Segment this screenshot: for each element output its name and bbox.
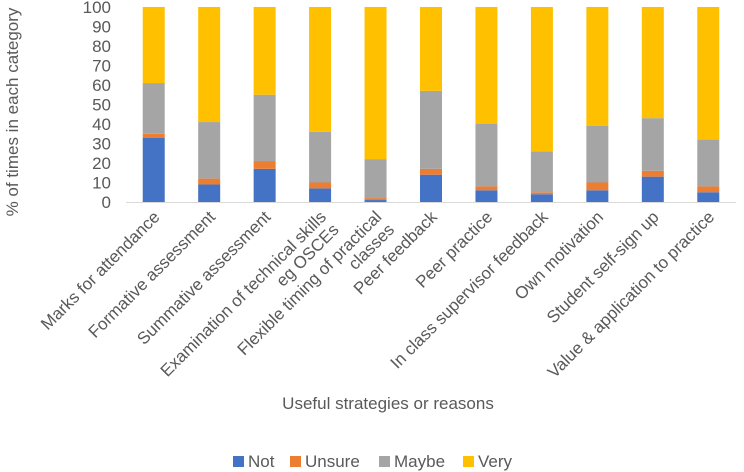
bar-segment-very: [530, 7, 553, 152]
bar-segment-not: [364, 200, 387, 202]
x-axis-title: Useful strategies or reasons: [282, 394, 494, 413]
bar-segment-not: [697, 192, 720, 202]
y-tick-label: 100: [83, 0, 111, 17]
bar-segment-not: [420, 174, 442, 202]
bar-segment-maybe: [697, 139, 720, 187]
bar-segment-not: [142, 137, 165, 202]
bar-segment-unsure: [475, 186, 498, 191]
legend-label-unsure: Unsure: [305, 452, 360, 471]
legend-swatch-not: [233, 456, 244, 467]
bar-segment-unsure: [586, 182, 609, 191]
y-tick-label: 20: [92, 154, 111, 173]
bar-segment-unsure: [142, 133, 165, 138]
bar-segment-very: [697, 7, 720, 140]
bar-segment-very: [142, 7, 165, 84]
bar-segment-unsure: [253, 161, 276, 169]
bar-segment-very: [586, 7, 609, 126]
bar-segment-not: [309, 188, 332, 202]
bar-segment-maybe: [364, 159, 387, 199]
bar-segment-unsure: [697, 186, 720, 193]
bar-segment-unsure: [364, 198, 387, 201]
legend-label-not: Not: [248, 452, 275, 471]
bar-segment-not: [530, 194, 553, 202]
bar-segment-not: [253, 168, 276, 202]
legend-swatch-maybe: [379, 456, 390, 467]
legend-swatch-unsure: [290, 456, 301, 467]
legend-label-very: Very: [478, 452, 513, 471]
bar-segment-maybe: [309, 131, 332, 183]
legend-label-maybe: Maybe: [394, 452, 445, 471]
legend: Not Unsure Maybe Very: [233, 452, 513, 471]
y-tick-label: 90: [92, 18, 111, 37]
bar-segment-unsure: [309, 182, 332, 189]
bar-segment-very: [309, 7, 332, 132]
bar-segment-very: [364, 7, 387, 160]
y-tick-label: 0: [102, 193, 111, 212]
y-tick-label: 60: [92, 76, 111, 95]
bars: [142, 7, 720, 202]
bar-segment-maybe: [420, 90, 442, 169]
legend-swatch-very: [463, 456, 474, 467]
bar-segment-not: [198, 184, 221, 202]
y-tick-label: 80: [92, 37, 111, 56]
bar-segment-not: [641, 176, 664, 202]
y-tick-label: 70: [92, 57, 111, 76]
bar-segment-very: [198, 7, 221, 123]
y-tick-label: 30: [92, 135, 111, 154]
bar-segment-very: [420, 7, 442, 91]
bar-segment-maybe: [253, 94, 276, 162]
bar-segment-maybe: [198, 122, 221, 179]
y-axis-title: % of times in each category: [3, 7, 22, 216]
bar-segment-unsure: [641, 170, 664, 177]
bar-segment-very: [641, 7, 664, 119]
bar-segment-unsure: [420, 168, 442, 175]
bar-segment-maybe: [641, 118, 664, 171]
bar-segment-maybe: [530, 151, 553, 193]
bar-segment-unsure: [530, 192, 553, 195]
bar-segment-maybe: [586, 125, 609, 183]
y-tick-label: 50: [92, 96, 111, 115]
bar-segment-not: [586, 190, 609, 202]
bar-segment-unsure: [198, 178, 221, 185]
bar-segment-maybe: [142, 83, 165, 134]
y-tick-label: 40: [92, 115, 111, 134]
bar-segment-very: [475, 7, 498, 124]
bar-segment-not: [475, 190, 498, 202]
y-tick-label: 10: [92, 174, 111, 193]
bar-segment-very: [253, 7, 276, 95]
bar-segment-maybe: [475, 124, 498, 187]
